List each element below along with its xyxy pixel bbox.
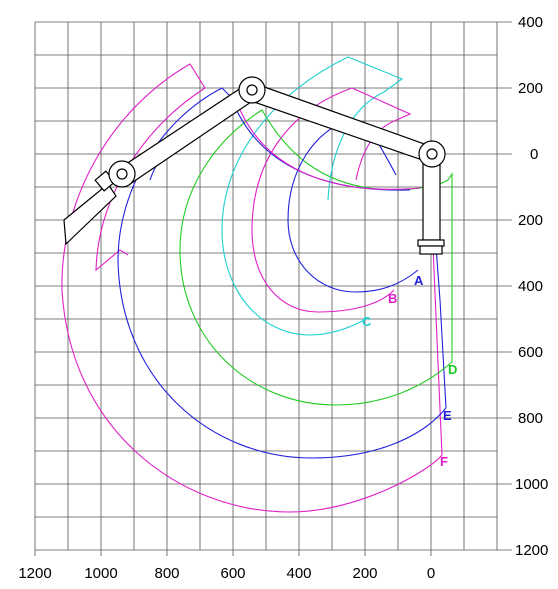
envelope-b xyxy=(251,87,412,313)
joint-top-hub xyxy=(246,84,258,96)
y-label: 1200 xyxy=(515,542,548,559)
label-d: D xyxy=(448,362,457,377)
arm-segment-tool xyxy=(63,183,117,246)
x-label: 1200 xyxy=(18,565,51,582)
x-label: 800 xyxy=(154,565,179,582)
y-label: 400 xyxy=(518,278,543,295)
label-f: F xyxy=(440,454,448,469)
arm-segment-upper xyxy=(253,83,431,163)
envelope-labels: A B C D E F xyxy=(362,273,457,469)
label-e: E xyxy=(443,408,452,423)
joint-left-hub xyxy=(116,168,128,180)
x-label: 200 xyxy=(352,565,377,582)
envelope-link-2 xyxy=(239,109,421,190)
y-label: 200 xyxy=(518,80,543,97)
y-label: 0 xyxy=(530,146,538,163)
label-a: A xyxy=(414,273,424,288)
joint-right-hub xyxy=(426,148,438,160)
y-label: 1000 xyxy=(515,476,548,493)
x-label: 600 xyxy=(220,565,245,582)
reach-envelopes xyxy=(61,56,453,513)
envelope-c xyxy=(221,56,404,336)
y-label: 600 xyxy=(518,344,543,361)
y-label: 800 xyxy=(518,410,543,427)
arm-column xyxy=(422,159,441,241)
x-label: 400 xyxy=(286,565,311,582)
label-c: C xyxy=(362,314,372,329)
arm-column-foot xyxy=(417,239,445,247)
x-label: 0 xyxy=(427,565,435,582)
y-axis-labels: 400 200 0 200 400 600 800 1000 1200 xyxy=(515,14,548,559)
y-label: 200 xyxy=(518,212,543,229)
robot-arm xyxy=(63,76,446,255)
y-label: 400 xyxy=(518,14,543,31)
envelope-f xyxy=(61,63,443,513)
arm-column-base xyxy=(419,245,443,255)
x-label: 1000 xyxy=(84,565,117,582)
x-axis-labels: 1200 1000 800 600 400 200 0 xyxy=(18,565,435,582)
label-b: B xyxy=(388,291,397,306)
